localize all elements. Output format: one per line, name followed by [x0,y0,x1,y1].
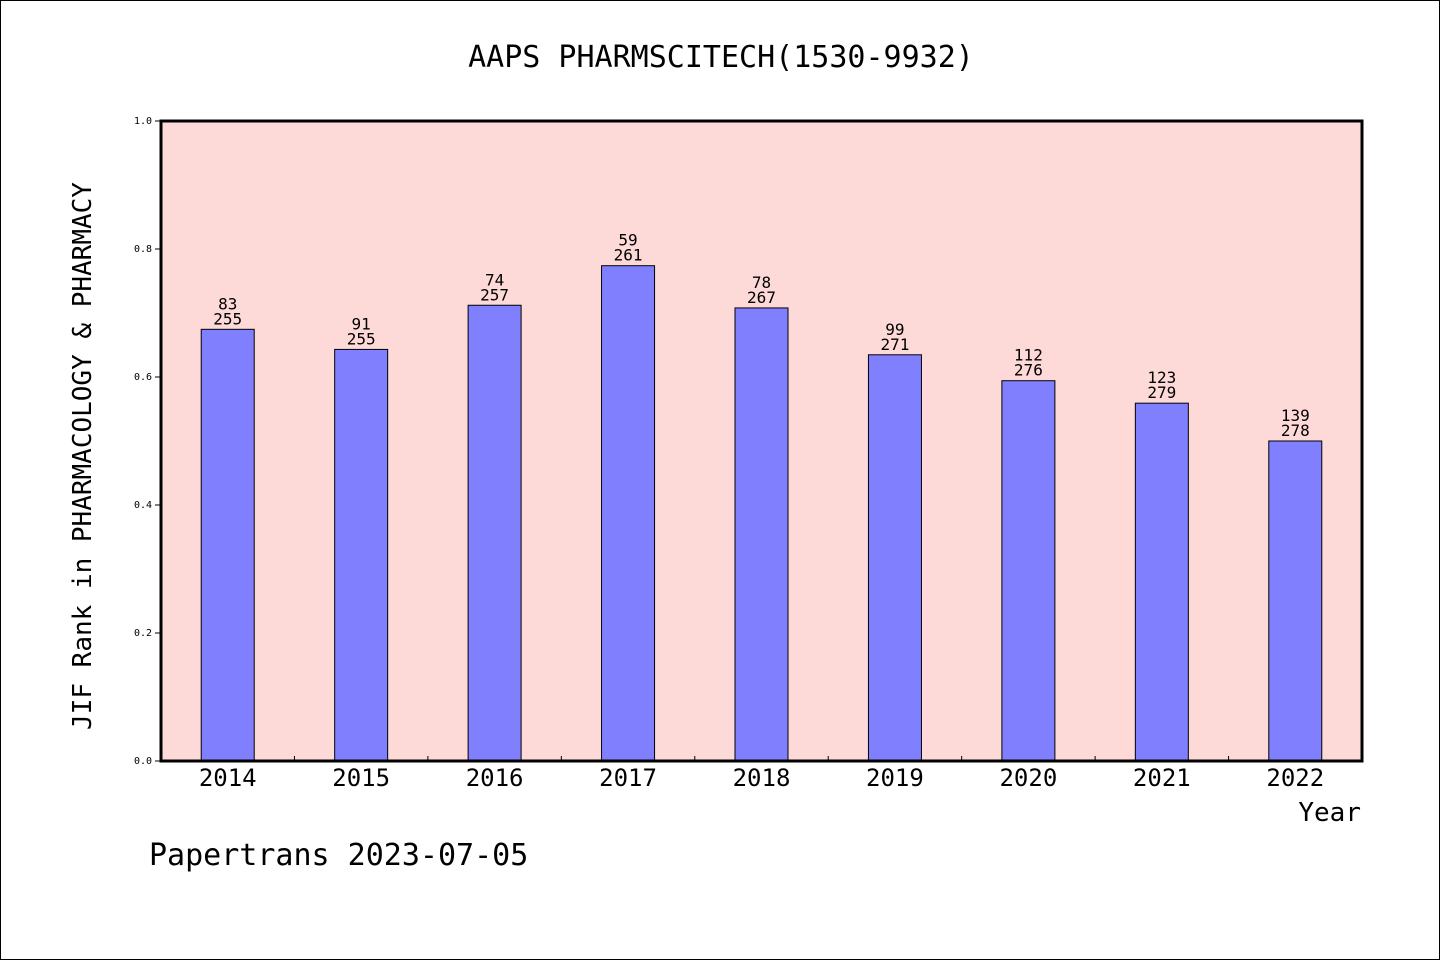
bar-label-total-2014: 255 [213,309,242,328]
bar-2017 [601,265,656,762]
x-tick-label-2014: 2014 [199,764,257,792]
bar-2014 [200,328,255,762]
x-tick-label-2018: 2018 [733,764,791,792]
y-axis: 0.0 0.2 0.4 0.6 0.8 1.0 [134,116,161,767]
bar-2016 [467,304,522,762]
bar-label-total-2018: 267 [747,288,776,307]
x-tick-label-2020: 2020 [999,764,1057,792]
bar-2019 [867,354,922,762]
y-tick-label-0.0: 0.0 [134,756,152,767]
bar-label-total-2015: 255 [347,329,376,348]
bar-label-total-2020: 276 [1014,361,1043,380]
x-tick-label-2016: 2016 [466,764,524,792]
x-tick-label-2021: 2021 [1133,764,1191,792]
bar-label-total-2021: 279 [1147,383,1176,402]
bar-label-rank-2015: 91 [352,314,371,333]
x-tick-label-2022: 2022 [1266,764,1324,792]
y-tick-label-0.8: 0.8 [134,244,152,255]
bar-label-total-2019: 271 [880,335,909,354]
y-tick-label-0.4: 0.4 [134,500,152,511]
bar-label-rank-2022: 139 [1281,406,1310,425]
bars-group [200,265,1323,762]
bar-2018 [734,307,789,762]
footer-credit: Papertrans 2023-07-05 [149,838,528,873]
y-tick-label-0.6: 0.6 [134,372,152,383]
bar-label-total-2016: 257 [480,285,509,304]
y-tick-label-0.2: 0.2 [134,628,152,639]
bar-2021 [1134,402,1189,762]
bar-label-rank-2016: 74 [485,270,504,289]
bar-2015 [334,348,389,762]
bar-label-rank-2017: 59 [618,231,637,250]
plot-frame [159,119,1364,763]
bar-2020 [1001,380,1056,762]
y-tick-label-1.0: 1.0 [134,116,152,127]
bar-label-rank-2014: 83 [218,294,237,313]
x-tick-label-2019: 2019 [866,764,924,792]
bar-label-rank-2020: 112 [1014,346,1043,365]
x-axis-label: Year [1298,798,1361,828]
x-tick-label-2017: 2017 [599,764,657,792]
bar-label-total-2022: 278 [1281,421,1310,440]
bar-label-rank-2021: 123 [1147,368,1176,387]
bar-label-rank-2019: 99 [885,320,904,339]
x-tick-label-2015: 2015 [332,764,390,792]
bar-label-rank-2018: 78 [752,273,771,292]
y-axis-label: JIF Rank in PHARMACOLOGY & PHARMACY [68,182,98,730]
bar-label-total-2017: 261 [614,246,643,265]
x-axis: 2014 2015 2016 2017 2018 2019 2020 2021 2022 [199,756,1324,792]
chart-title: AAPS PHARMSCITECH(1530-9932) [468,40,974,75]
bar-2022 [1268,440,1323,762]
